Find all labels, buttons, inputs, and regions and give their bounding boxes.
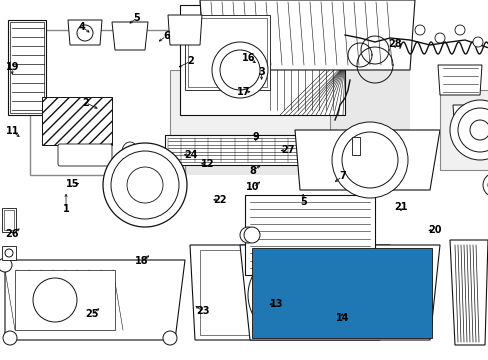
Bar [2,246,16,260]
Polygon shape [168,15,202,45]
Text: 8: 8 [249,166,256,176]
Polygon shape [240,245,439,340]
Text: 7: 7 [338,171,345,181]
Circle shape [260,265,319,325]
Ellipse shape [92,149,102,161]
Text: 28: 28 [387,39,401,49]
Polygon shape [190,245,389,340]
Bar [2,208,16,232]
Circle shape [220,50,260,90]
Polygon shape [452,105,488,135]
Circle shape [163,331,177,345]
Bar [351,137,359,155]
Text: 11: 11 [5,126,19,136]
Text: 24: 24 [183,150,197,160]
Text: 14: 14 [335,312,348,323]
Bar [8,20,46,115]
Polygon shape [60,30,409,175]
Circle shape [103,143,186,227]
Bar [184,15,269,90]
Circle shape [487,178,488,192]
Text: 4: 4 [79,22,85,32]
Circle shape [331,122,407,198]
Ellipse shape [67,149,76,161]
Circle shape [77,25,93,41]
Text: 12: 12 [201,159,214,169]
Circle shape [240,227,256,243]
Text: 5: 5 [133,13,140,23]
Polygon shape [200,0,414,70]
Polygon shape [68,20,102,45]
Bar [42,97,112,145]
Circle shape [247,253,331,337]
Text: 2: 2 [187,56,194,66]
Bar [4,210,14,230]
Bar [187,18,266,87]
Circle shape [127,167,163,203]
Text: 27: 27 [280,145,294,156]
FancyBboxPatch shape [58,144,112,166]
Circle shape [469,120,488,140]
Circle shape [341,132,397,188]
Polygon shape [180,5,345,115]
Ellipse shape [80,149,88,161]
Circle shape [5,249,13,257]
Bar [170,70,329,160]
Circle shape [212,42,267,98]
Bar [15,270,115,330]
Circle shape [472,37,482,47]
Text: 23: 23 [196,306,209,316]
Circle shape [449,100,488,160]
Text: 21: 21 [393,202,407,212]
Polygon shape [164,135,359,165]
Polygon shape [437,65,481,95]
Circle shape [33,278,77,322]
Polygon shape [449,240,487,345]
Circle shape [414,25,424,35]
Bar [244,195,374,275]
Bar [200,250,374,335]
Ellipse shape [122,142,138,162]
Text: 26: 26 [5,229,19,239]
Circle shape [482,173,488,197]
Bar [251,248,431,338]
Text: 5: 5 [299,197,306,207]
Text: 6: 6 [163,31,169,41]
Bar [439,90,488,170]
Polygon shape [294,130,439,190]
Text: 10: 10 [245,182,259,192]
Circle shape [111,151,179,219]
Circle shape [434,33,444,43]
Text: 16: 16 [241,53,255,63]
Text: 15: 15 [65,179,79,189]
Text: 13: 13 [269,299,283,309]
Text: 20: 20 [427,225,441,235]
Circle shape [3,331,17,345]
Bar [10,22,44,113]
Text: 2: 2 [82,98,89,108]
Text: 18: 18 [135,256,148,266]
Bar [30,30,184,175]
Circle shape [0,258,12,272]
Text: 1: 1 [62,204,69,214]
Polygon shape [5,260,184,340]
Text: 3: 3 [258,67,264,77]
Text: 22: 22 [213,195,226,205]
Text: 19: 19 [5,62,19,72]
Polygon shape [112,22,148,50]
Text: 17: 17 [236,87,250,97]
Text: 25: 25 [85,309,99,319]
Text: 9: 9 [252,132,259,142]
Circle shape [457,108,488,152]
Circle shape [244,227,260,243]
Circle shape [454,25,464,35]
